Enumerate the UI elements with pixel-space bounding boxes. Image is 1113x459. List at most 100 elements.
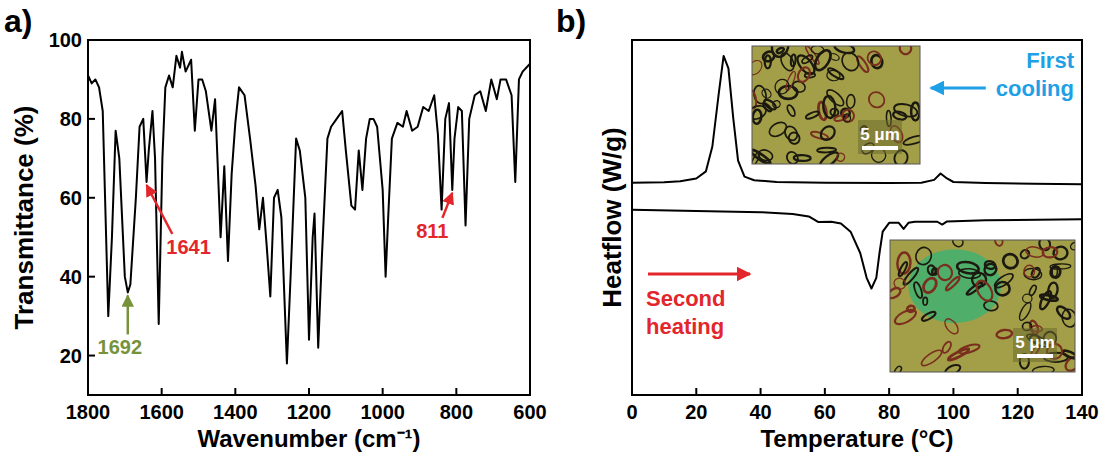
- x-tick-label: 0: [626, 401, 637, 423]
- micrograph-feature: [1069, 241, 1075, 251]
- series-label-line: heating: [646, 314, 724, 339]
- micrograph-feature: [941, 340, 953, 354]
- y-axis-title: Heatflow (W/g): [597, 127, 627, 308]
- x-tick: [760, 388, 762, 395]
- micrograph-feature: [833, 46, 855, 55]
- micrograph-feature: [923, 297, 928, 305]
- y-tick: [88, 118, 95, 120]
- scale-label: 5 μm: [860, 125, 900, 144]
- micrograph-texture: [752, 46, 920, 164]
- micrograph-feature: [898, 46, 913, 56]
- y-tick: [88, 197, 95, 199]
- micrograph-feature: [801, 54, 814, 65]
- micrograph-feature: [1062, 349, 1075, 360]
- micrograph-feature: [846, 94, 855, 108]
- scale-backdrop: [858, 120, 902, 154]
- x-tick-label: 140: [1065, 401, 1098, 423]
- micrograph-inset: 5 μm: [886, 235, 1082, 377]
- scale-bar: [862, 146, 898, 150]
- micrograph-feature: [843, 114, 850, 122]
- series-label: Firstcooling: [996, 48, 1075, 101]
- y-tick-label: 20: [60, 345, 82, 367]
- micrograph-feature: [835, 152, 845, 163]
- micrograph-ground: [890, 240, 1075, 372]
- micrograph-feature: [829, 52, 840, 61]
- y-tick: [88, 276, 95, 278]
- x-tick: [888, 388, 890, 395]
- arrow: [931, 87, 986, 90]
- micrograph-feature: [822, 95, 836, 118]
- micrograph-feature: [969, 270, 989, 290]
- panel-label: a): [4, 3, 32, 39]
- panel-1: b)020406080100120140Temperature (°C)Heat…: [556, 3, 1099, 452]
- x-tick-label: 1800: [66, 401, 111, 423]
- x-tick-label: 120: [1001, 401, 1034, 423]
- plot-data: [88, 52, 530, 364]
- micrograph-feature: [1055, 304, 1072, 321]
- micrograph-feature: [752, 151, 761, 164]
- x-tick-label: 100: [937, 401, 970, 423]
- x-tick: [1081, 388, 1083, 395]
- y-tick-label: 100: [49, 29, 82, 51]
- micrograph-feature: [1040, 294, 1058, 302]
- series-label: Secondheating: [646, 286, 725, 339]
- micrograph-feature: [826, 69, 841, 82]
- micrograph-feature: [995, 282, 1010, 296]
- micrograph-feature: [921, 310, 937, 322]
- micrograph-feature: [951, 240, 965, 249]
- x-tick-label: 60: [814, 401, 836, 423]
- x-tick: [234, 388, 236, 395]
- micrograph-feature: [760, 87, 773, 100]
- scale-bar: [1017, 354, 1053, 358]
- panel-label: b): [556, 3, 586, 39]
- x-tick-label: 1400: [213, 401, 258, 423]
- micrograph-feature: [944, 276, 960, 292]
- micrograph-feature: [787, 131, 801, 146]
- micrograph-feature: [1052, 266, 1057, 277]
- micrograph-feature: [994, 240, 1004, 247]
- micrograph-feature: [752, 58, 765, 78]
- micrograph-feature: [914, 245, 934, 266]
- micrograph-feature: [866, 89, 888, 111]
- data-line: [88, 52, 530, 364]
- plot-frame: [88, 40, 530, 395]
- micrograph-feature: [817, 147, 836, 152]
- series-label-line: cooling: [996, 76, 1074, 101]
- x-tick: [455, 388, 457, 395]
- micrograph-feature: [890, 286, 902, 300]
- peak-label: 1692: [98, 336, 143, 358]
- micrograph-feature: [919, 348, 943, 369]
- micrograph-feature: [765, 55, 771, 68]
- micrograph-feature: [865, 49, 884, 68]
- micrograph-feature: [752, 103, 768, 121]
- y-axis-title: Transmittance (%): [9, 106, 39, 330]
- micrograph-feature: [902, 134, 920, 147]
- micrograph-feature: [966, 281, 984, 296]
- micrograph-feature: [983, 300, 998, 311]
- micrograph-feature: [911, 103, 920, 121]
- x-tick-label: 600: [513, 401, 546, 423]
- micrograph-ground: [752, 46, 920, 164]
- x-tick: [87, 388, 89, 395]
- y-tick: [88, 355, 95, 357]
- micrograph-feature: [1024, 265, 1035, 277]
- x-tick: [161, 388, 163, 395]
- y-tick: [88, 39, 95, 41]
- micrograph-feature: [785, 150, 800, 164]
- x-tick: [529, 388, 531, 395]
- micrograph-feature: [1000, 251, 1020, 271]
- micrograph-feature: [795, 65, 812, 84]
- x-tick: [308, 388, 310, 395]
- micrograph-feature: [984, 260, 996, 270]
- micrograph-feature: [947, 347, 970, 362]
- arrow: [147, 185, 173, 234]
- micrograph-feature: [1042, 247, 1057, 258]
- micrograph-domain: [909, 249, 1002, 323]
- x-tick: [824, 388, 826, 395]
- micrograph-feature: [996, 329, 1013, 339]
- micrograph-feature: [770, 46, 790, 59]
- micrograph-feature: [790, 54, 796, 66]
- micrograph-feature: [1023, 268, 1042, 281]
- micrograph-feature: [913, 281, 924, 299]
- scale-label: 5 μm: [1015, 333, 1055, 352]
